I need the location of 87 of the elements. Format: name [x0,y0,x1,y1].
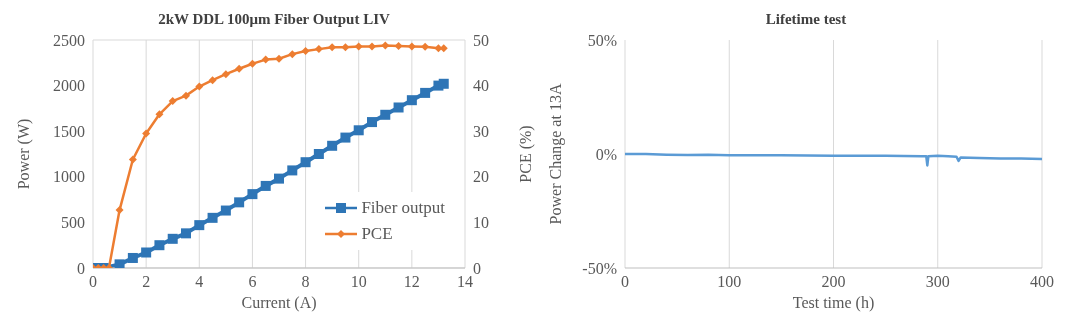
line-series [625,152,1042,167]
point [235,64,244,73]
point [368,42,376,51]
point [406,95,417,106]
point [301,46,310,55]
y-tick-label: 500 [61,214,85,232]
y-tick-label: 0 [77,259,85,277]
point [327,140,338,151]
point [248,59,257,68]
point [167,233,178,244]
point [220,205,231,216]
point [168,97,177,106]
point [407,42,416,51]
x-axis-title: Test time (h) [792,294,875,312]
point [288,50,297,59]
chart-title: Lifetime test [764,10,848,29]
y-tick-label: 2000 [53,77,85,95]
y2-tick-label: 10 [473,214,489,232]
y-tick-label: -50% [582,259,617,277]
point [247,189,258,200]
point [287,165,298,176]
point [115,206,124,215]
x-tick-label: 0 [89,273,97,291]
point [393,102,404,113]
point [234,197,245,208]
point [128,155,137,164]
point [367,117,377,128]
point [381,41,390,50]
point [313,149,324,159]
point [260,180,271,191]
legend-label: PCE [361,224,393,244]
legend-label: Fiber output [361,198,445,218]
x-tick-label: 12 [403,273,420,291]
point [208,76,217,85]
y-axis-title: Power (W) [14,118,33,190]
x-tick-label: 2 [142,273,151,291]
x-axis-title: Current (A) [241,294,317,312]
point [127,252,138,263]
point [300,157,311,168]
point [328,43,337,52]
point [154,240,165,251]
point [340,132,351,143]
y-axis-title: Power Change at 13A [546,83,565,225]
point [353,125,364,136]
point [195,82,204,91]
x-tick-label: 4 [195,273,204,291]
x-tick-label: 300 [925,273,950,291]
point [420,87,431,98]
point [141,247,152,258]
point [275,54,283,63]
point [221,70,230,79]
y2-tick-label: 40 [473,77,489,95]
point [261,55,270,64]
point [354,42,363,51]
point [114,259,125,268]
y-tick-label: 50% [587,31,617,49]
point [182,91,190,100]
x-tick-label: 400 [1030,273,1054,291]
y2-tick-label: 0 [473,259,481,277]
x-tick-label: 0 [621,273,629,291]
y-tick-label: 1500 [53,122,85,140]
x-tick-label: 10 [350,273,367,291]
point [341,43,350,52]
x-tick-label: 6 [248,273,257,291]
point [194,220,205,231]
y2-tick-label: 30 [473,122,489,140]
chart-title: 2kW DDL 100μm Fiber Output LIV [157,10,391,29]
point [421,42,430,51]
x-tick-label: 8 [301,273,310,291]
point [207,212,218,223]
y-tick-label: 0% [595,145,617,163]
y2-axis-title: PCE (%) [516,125,535,183]
y-tick-label: 2500 [53,31,85,49]
point [181,228,191,239]
point [438,78,449,89]
y2-tick-label: 20 [473,168,489,186]
point [380,109,391,120]
point [394,41,403,50]
point [274,173,284,184]
x-tick-label: 100 [717,273,742,291]
x-tick-label: 14 [457,273,473,291]
y-tick-label: 1000 [53,168,85,186]
point [155,110,164,119]
point [314,45,323,54]
point [142,129,151,138]
x-tick-label: 200 [821,273,846,291]
y2-tick-label: 50 [473,31,489,49]
